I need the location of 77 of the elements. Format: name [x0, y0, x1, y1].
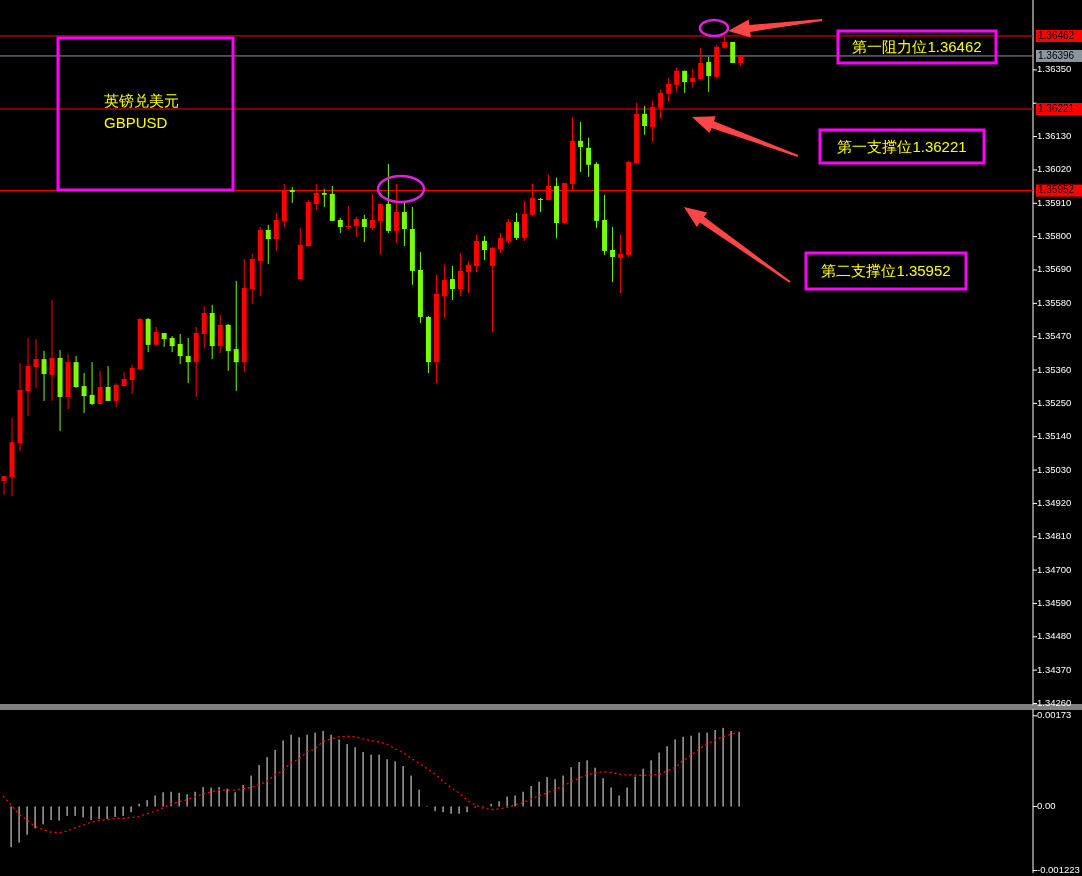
y-tick-label: 1.35580 [1037, 296, 1072, 308]
candlestick [1, 475, 7, 496]
candlestick [177, 333, 183, 365]
y-tick-label: 0.00173 [1037, 709, 1072, 721]
candlestick [97, 370, 103, 405]
candlestick [674, 67, 680, 93]
candlestick [698, 47, 704, 80]
annotation: 第一阻力位1.36462 [852, 38, 982, 55]
candlestick [401, 201, 407, 247]
candlestick [642, 105, 648, 136]
annotation: 第二支撑位1.35952 [821, 262, 951, 279]
candlestick [666, 77, 672, 103]
candlestick [361, 214, 367, 243]
candlestick [690, 68, 696, 89]
candlestick [113, 382, 119, 408]
candlestick [610, 226, 616, 283]
y-tick-label: 1.34810 [1037, 530, 1072, 542]
candlestick [49, 299, 55, 402]
candlestick [233, 280, 239, 392]
candlestick [441, 264, 447, 319]
candlestick [185, 337, 191, 384]
candlestick [706, 56, 712, 93]
candlestick [457, 252, 463, 297]
y-tick-label: 1.34260 [1037, 697, 1072, 708]
candlestick [369, 193, 375, 231]
y-tick-label: 1.35690 [1037, 263, 1072, 275]
y-tick-label: 1.35030 [1037, 463, 1072, 475]
candlestick [377, 203, 383, 256]
y-tick-label: 1.36130 [1037, 130, 1072, 142]
candlestick [265, 224, 271, 265]
y-tick-label: -0.001223 [1037, 864, 1080, 876]
candlestick [578, 121, 584, 173]
candlestick [489, 246, 495, 333]
candlestick [465, 260, 471, 294]
ref-line-label: 1.36396 [1038, 49, 1075, 61]
candlestick [353, 216, 359, 238]
y-tick-label: 1.35910 [1037, 196, 1072, 208]
ref-line-label: 1.35952 [1038, 184, 1075, 196]
annotation: 第一支撑位1.36221 [837, 137, 967, 155]
candlestick [481, 235, 487, 261]
candlestick [273, 212, 279, 252]
candlestick [89, 361, 95, 406]
y-tick-label: 1.34700 [1037, 563, 1072, 575]
candlestick [129, 364, 135, 395]
y-tick-label: 1.35470 [1037, 330, 1072, 342]
candlestick [121, 371, 127, 387]
ref-line-label: 1.36462 [1038, 29, 1075, 41]
y-tick-label: 1.36020 [1037, 163, 1072, 175]
candlestick [505, 218, 511, 244]
y-tick-label: 1.34590 [1037, 596, 1072, 608]
candlestick [586, 137, 592, 178]
candlestick [514, 212, 519, 241]
y-tick-label: 1.35800 [1037, 230, 1072, 242]
candlestick [522, 200, 528, 242]
candlestick [618, 234, 624, 294]
y-tick-label: 1.34370 [1037, 663, 1072, 675]
candlestick [201, 305, 207, 349]
candlestick [41, 350, 47, 402]
y-tick-label: 1.34920 [1037, 496, 1072, 508]
candlestick [33, 338, 39, 389]
candlestick [730, 41, 736, 64]
y-tick-label: 1.36350 [1037, 63, 1072, 75]
candlestick [449, 265, 455, 301]
y-tick-label: 1.35140 [1037, 430, 1072, 442]
y-tick-label: 1.35250 [1037, 396, 1072, 408]
candlestick [217, 314, 223, 354]
candlestick [538, 197, 544, 213]
line-series [2, 731, 740, 834]
y-tick-label: 1.34480 [1037, 630, 1072, 642]
y-tick-label: 0.00 [1037, 799, 1056, 811]
ref-line-label: 1.36221 [1038, 102, 1075, 114]
candlestick [345, 205, 351, 230]
candlestick [81, 372, 87, 414]
candlestick [497, 232, 503, 254]
y-tick-label: 1.35360 [1037, 363, 1072, 375]
annotation: 英镑兑美元 GBPUSD [104, 92, 179, 131]
candlestick [105, 365, 111, 402]
